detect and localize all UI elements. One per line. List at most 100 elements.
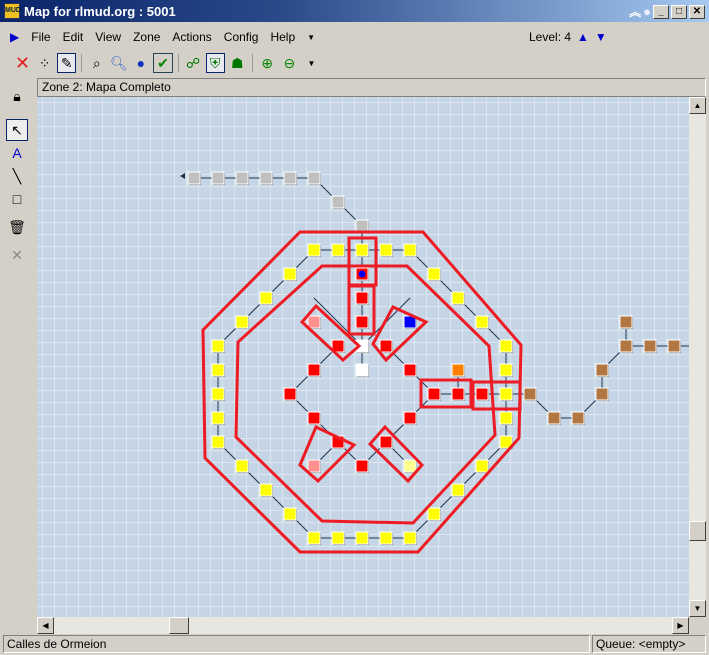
- map-room[interactable]: [331, 339, 345, 353]
- map-room[interactable]: [523, 387, 537, 401]
- map-room[interactable]: [211, 435, 225, 449]
- map-room[interactable]: [355, 531, 369, 545]
- map-room[interactable]: [283, 507, 297, 521]
- rollup-icon[interactable]: ︽: [629, 5, 642, 19]
- map-room[interactable]: [403, 363, 417, 377]
- map-room[interactable]: [307, 459, 321, 473]
- map-room[interactable]: [355, 219, 369, 233]
- map-room[interactable]: [403, 531, 417, 545]
- map-canvas[interactable]: [37, 97, 689, 617]
- rect-tool-icon[interactable]: □: [12, 191, 22, 207]
- map-room[interactable]: [451, 363, 465, 377]
- cancel-icon[interactable]: ✕: [11, 246, 23, 263]
- map-room[interactable]: [355, 339, 369, 353]
- map-room[interactable]: [403, 459, 417, 473]
- map-room[interactable]: [331, 243, 345, 257]
- menu-help[interactable]: Help: [270, 30, 296, 44]
- search-icon[interactable]: 🔍︎: [109, 54, 128, 71]
- zoom-in-icon[interactable]: ⊕: [261, 54, 274, 71]
- map-room[interactable]: [355, 315, 369, 329]
- map-room[interactable]: [283, 387, 297, 401]
- map-room[interactable]: [283, 171, 297, 185]
- map-room[interactable]: [403, 411, 417, 425]
- map-room[interactable]: [259, 291, 273, 305]
- nodes-icon[interactable]: ⁘: [38, 54, 51, 71]
- map-room[interactable]: [211, 387, 225, 401]
- map-room[interactable]: [499, 387, 513, 401]
- map-room[interactable]: [499, 363, 513, 377]
- scroll-down-button[interactable]: ▼: [689, 600, 706, 617]
- map-room[interactable]: [235, 459, 249, 473]
- map-room[interactable]: [619, 315, 633, 329]
- map-room[interactable]: [283, 267, 297, 281]
- zoom-dropdown-icon[interactable]: ▼: [307, 58, 316, 68]
- zoom-out-icon[interactable]: ⊖: [283, 54, 296, 71]
- maximize-button[interactable]: □: [671, 4, 687, 19]
- map-room[interactable]: [355, 363, 369, 377]
- map-room[interactable]: [643, 339, 657, 353]
- menu-view[interactable]: View: [95, 30, 122, 44]
- map-room[interactable]: [187, 171, 201, 185]
- map-room[interactable]: [499, 435, 513, 449]
- menu-actions[interactable]: Actions: [172, 30, 212, 44]
- map-room[interactable]: [427, 387, 441, 401]
- walk-shield-icon[interactable]: ⛨: [205, 53, 225, 73]
- map-room[interactable]: [475, 387, 489, 401]
- map-room[interactable]: [355, 243, 369, 257]
- menu-config[interactable]: Config: [223, 30, 259, 44]
- select-tool-icon[interactable]: ↖: [6, 119, 28, 141]
- map-room[interactable]: [499, 411, 513, 425]
- horizontal-scroll-thumb[interactable]: [169, 617, 189, 634]
- map-room[interactable]: [451, 387, 465, 401]
- map-room[interactable]: [211, 171, 225, 185]
- map-room[interactable]: [427, 267, 441, 281]
- map-room[interactable]: [379, 339, 393, 353]
- map-room[interactable]: [307, 531, 321, 545]
- map-room[interactable]: [307, 171, 321, 185]
- map-room[interactable]: [331, 195, 345, 209]
- walk-list-icon[interactable]: ☍: [185, 54, 201, 71]
- lock-icon[interactable]: 🔒︎: [13, 87, 21, 104]
- map-room[interactable]: [403, 243, 417, 257]
- globe-icon[interactable]: ●: [136, 55, 146, 71]
- map-room[interactable]: [307, 363, 321, 377]
- horizontal-scrollbar[interactable]: ◀ ▶: [37, 617, 689, 634]
- map-room[interactable]: [379, 531, 393, 545]
- map-room[interactable]: [499, 339, 513, 353]
- scroll-right-button[interactable]: ▶: [672, 617, 689, 634]
- line-tool-icon[interactable]: ╲: [12, 167, 22, 184]
- map-room[interactable]: [355, 459, 369, 473]
- pin-icon[interactable]: ●: [643, 4, 651, 19]
- level-up-button[interactable]: ▲: [577, 30, 589, 44]
- map-room[interactable]: [331, 531, 345, 545]
- vertical-scroll-thumb[interactable]: [689, 521, 706, 541]
- map-room[interactable]: [619, 339, 633, 353]
- map-room[interactable]: [211, 339, 225, 353]
- map-room[interactable]: [235, 315, 249, 329]
- map-room[interactable]: [475, 459, 489, 473]
- map-room[interactable]: [667, 339, 681, 353]
- scroll-left-button[interactable]: ◀: [37, 617, 54, 634]
- map-room[interactable]: [451, 291, 465, 305]
- map-room[interactable]: [307, 315, 321, 329]
- map-room[interactable]: [547, 411, 561, 425]
- level-down-button[interactable]: ▼: [594, 30, 607, 44]
- map-room[interactable]: [211, 411, 225, 425]
- menu-zone[interactable]: Zone: [133, 30, 161, 44]
- map-room[interactable]: [475, 315, 489, 329]
- map-room[interactable]: [259, 171, 273, 185]
- map-room[interactable]: [427, 507, 441, 521]
- scroll-up-button[interactable]: ▲: [689, 97, 706, 114]
- map-room[interactable]: [595, 363, 609, 377]
- walk-icon[interactable]: ☗: [231, 54, 244, 71]
- map-room[interactable]: [307, 243, 321, 257]
- checkbox-icon[interactable]: ✔: [153, 53, 173, 73]
- minimize-button[interactable]: _: [653, 4, 669, 19]
- map-svg[interactable]: [37, 97, 689, 617]
- vertical-scrollbar[interactable]: ▲ ▼: [689, 97, 706, 617]
- trash-icon[interactable]: 🗑︎: [8, 218, 26, 235]
- map-room[interactable]: [259, 483, 273, 497]
- map-room[interactable]: [379, 435, 393, 449]
- map-room[interactable]: [355, 291, 369, 305]
- menu-file[interactable]: File: [31, 30, 51, 44]
